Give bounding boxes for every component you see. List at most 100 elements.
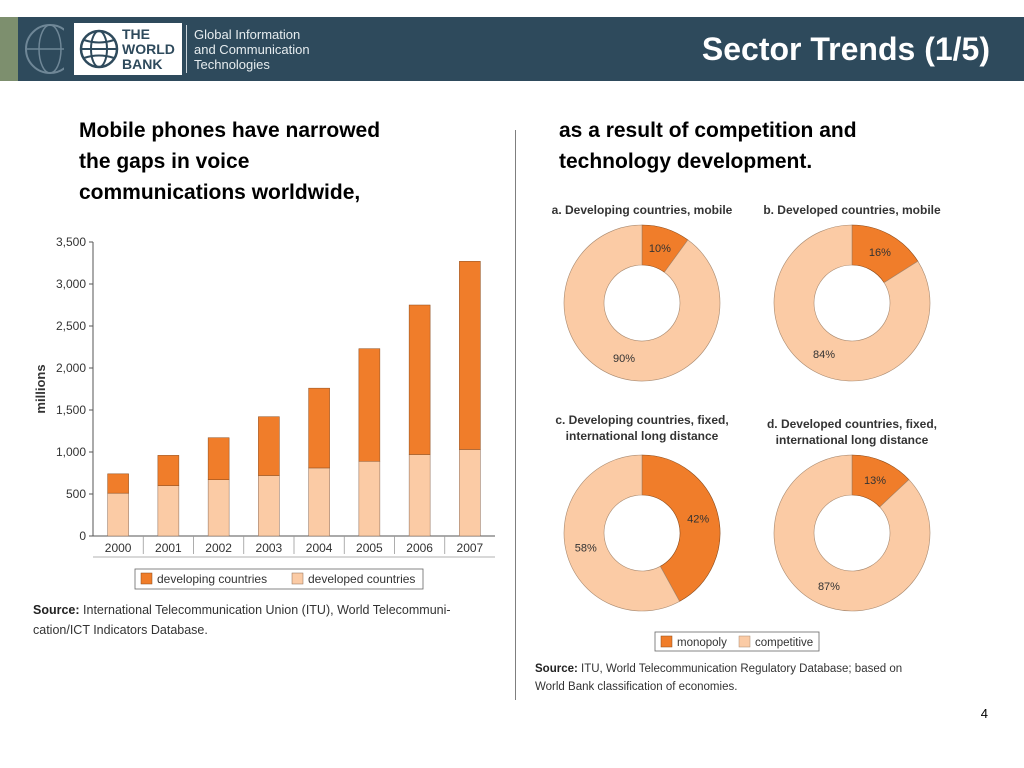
legend-label-competitive: competitive [755,637,813,649]
bar-developing-2004 [308,387,330,469]
competitive-slice [773,224,931,382]
right-paragraph: as a result of competition and technolog… [559,115,857,177]
y-tick-label: 3,500 [56,235,86,249]
bar-developed-2005 [358,460,381,537]
x-tick-label: 2005 [356,541,383,555]
monopoly-label: 13% [864,475,886,487]
legend-swatch-monopoly [660,635,673,648]
bar-developed-2002 [207,479,230,537]
logo-separator [186,25,187,73]
donut-panel-a: a. Developing countries, mobile 10% 90% [552,203,733,382]
left-source-note: Source: International Telecommunication … [33,600,451,640]
source-text: ITU, World Telecommunication Regulatory … [577,663,903,675]
bar-developed-2000 [107,492,129,537]
y-tick-label: 3,000 [56,277,86,291]
legend-swatch-developing [140,572,153,585]
bar-chart: 0 500 1,000 1,500 2,000 2,500 3,000 3,500 millio… [33,235,495,590]
x-tick-label: 2001 [155,541,182,555]
competitive-slice [563,224,721,382]
globe-watermark-icon [25,24,64,74]
bar-developing-2003 [258,416,280,476]
y-tick-label: 0 [79,529,86,543]
department-line: Technologies [194,57,270,72]
legend-label-monopoly: monopoly [677,637,727,649]
text-line: technology development. [559,150,813,173]
donut-legend: monopoly competitive [654,631,820,652]
bar-developing-2005 [358,348,381,462]
donut-title: d. Developed countries, fixed, [767,417,937,431]
source-label: Source: [33,603,80,617]
legend-swatch-competitive [738,635,751,648]
header-accent [0,17,18,81]
x-tick-label: 2002 [205,541,232,555]
world-bank-logo [74,23,182,75]
bar-developing-2001 [157,455,180,486]
source-line: Source: International Telecommunication … [33,600,451,620]
text-line: Mobile phones have narrowed [79,119,381,142]
logo-line: BANK [122,56,163,72]
source-label: Source: [535,663,578,675]
x-tick-label: 2004 [306,541,333,555]
bar-developing-2006 [408,304,431,455]
competitive-label: 87% [818,581,840,593]
legend-box [134,568,424,590]
source-line: cation/ICT Indicators Database. [33,623,208,637]
bar-developing-2007 [459,261,481,450]
donut-panel-c: c. Developing countries, fixed, internati… [555,413,729,612]
department-name: Global Information and Communication Tec… [194,27,310,72]
logo-line: WORLD [122,41,175,57]
bar-developed-2003 [258,475,280,537]
bar-developing-2000 [107,473,129,494]
source-text: International Telecommunication Union (I… [79,603,451,617]
x-tick-label: 2006 [406,541,433,555]
logo-line: THE [122,26,150,42]
bar-developed-2004 [308,467,330,537]
competitive-label: 90% [613,353,635,365]
source-line: Source: ITU, World Telecommunication Reg… [535,660,902,678]
competitive-label: 84% [813,349,835,361]
column-divider [515,130,516,700]
y-tick-label: 1,500 [56,403,86,417]
bar-developed-2001 [157,485,180,537]
y-tick-label: 500 [66,487,86,501]
logo-wordmark: THE WORLD BANK [122,27,175,72]
bar-developing-2002 [207,437,230,480]
donut-charts: a. Developing countries, mobile 10% 90% b. … [552,203,941,652]
bar-legend: developing countries developed countries [134,568,424,590]
left-paragraph: Mobile phones have narrowed the gaps in … [79,115,380,208]
text-line: the gaps in voice [79,150,250,173]
legend-box [654,631,820,652]
text-line: communications worldwide, [79,181,361,204]
bar-developed-2007 [459,449,481,537]
monopoly-label: 42% [687,514,709,526]
competitive-slice [563,454,680,612]
y-tick-label: 2,500 [56,319,86,333]
globe-logo-icon [79,29,119,69]
monopoly-label: 16% [869,247,891,259]
y-tick-label: 1,000 [56,445,86,459]
source-line: World Bank classification of economies. [535,681,738,693]
x-tick-label: 2007 [457,541,484,555]
legend-swatch-developed [291,572,304,585]
monopoly-label: 10% [649,243,671,255]
legend-label-developing: developing countries [157,572,267,586]
x-tick-label: 2003 [256,541,283,555]
y-tick-label: 2,000 [56,361,86,375]
donut-panel-d: d. Developed countries, fixed, internatio… [767,417,937,612]
department-line: Global Information [194,27,301,42]
competitive-slice [773,454,931,612]
donut-panel-b: b. Developed countries, mobile 16% 84% [763,203,941,382]
donut-title: a. Developing countries, mobile [552,203,733,217]
bar-developed-2006 [408,454,431,537]
slide-title: Sector Trends (1/5) [701,31,990,67]
text-line: as a result of competition and [559,119,857,142]
competitive-label: 58% [575,542,597,554]
monopoly-slice [641,454,721,602]
donut-title: international long distance [566,429,719,443]
page-number: 4 [980,706,988,721]
legend-label-developed: developed countries [308,572,415,586]
donut-title: b. Developed countries, mobile [763,203,941,217]
x-tick-label: 2000 [105,541,132,555]
header-bar: THE WORLD BANK Global Information and Co… [0,17,1024,81]
right-source-note: Source: ITU, World Telecommunication Reg… [535,660,902,696]
